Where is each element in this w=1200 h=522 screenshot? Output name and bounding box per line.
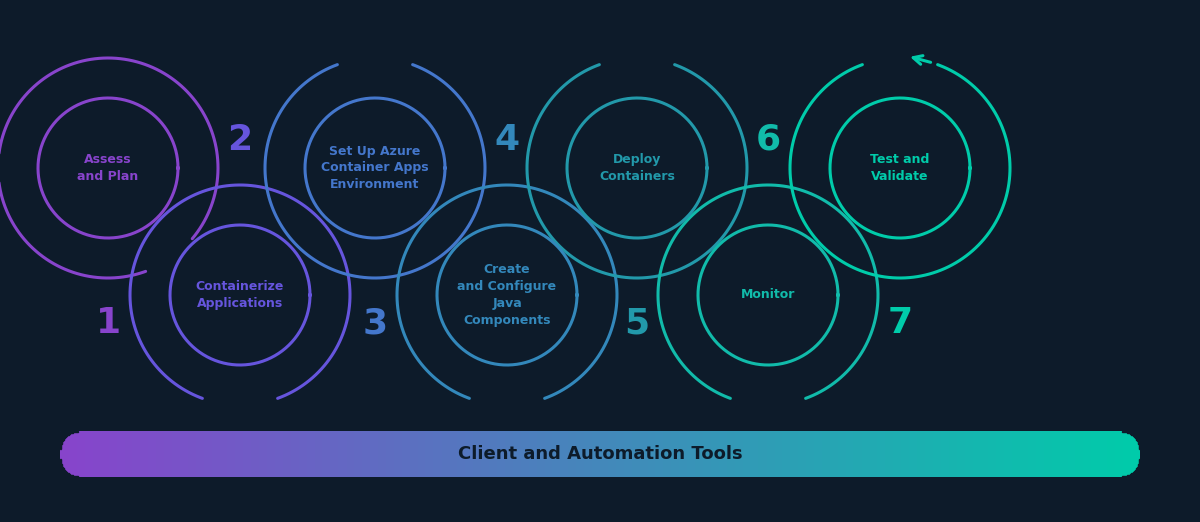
Bar <box>60 440 64 441</box>
Text: 5: 5 <box>624 306 649 340</box>
Bar <box>1138 443 1140 444</box>
Text: 1: 1 <box>96 306 120 340</box>
Bar <box>60 475 73 476</box>
Bar <box>1136 469 1140 470</box>
Bar <box>1138 442 1140 443</box>
Bar <box>1127 432 1140 433</box>
Bar <box>60 464 62 465</box>
Bar <box>1122 431 1140 432</box>
Bar <box>60 472 67 473</box>
Bar <box>1134 436 1140 437</box>
Text: Client and Automation Tools: Client and Automation Tools <box>457 445 743 463</box>
Bar <box>1133 435 1140 436</box>
Text: Deploy
Containers: Deploy Containers <box>599 153 674 183</box>
Bar <box>60 432 73 433</box>
Bar <box>60 471 66 472</box>
Bar <box>60 467 64 468</box>
Bar <box>1135 470 1140 471</box>
Bar <box>60 469 64 470</box>
Text: 6: 6 <box>756 123 780 157</box>
Bar <box>1136 439 1140 440</box>
Bar <box>1138 467 1140 468</box>
Bar <box>1127 475 1140 476</box>
Bar <box>1130 433 1140 434</box>
Bar <box>1134 471 1140 472</box>
Bar <box>60 465 62 466</box>
Bar <box>1132 473 1140 474</box>
Bar <box>60 435 67 436</box>
Bar <box>60 470 65 471</box>
Bar <box>60 443 62 444</box>
Bar <box>60 473 70 474</box>
Bar <box>1130 474 1140 475</box>
Text: 2: 2 <box>228 123 252 157</box>
Bar <box>60 474 70 475</box>
Bar <box>1138 466 1140 467</box>
Bar <box>60 431 78 432</box>
Bar <box>1138 441 1140 442</box>
Bar <box>1138 440 1140 441</box>
Bar <box>60 468 64 469</box>
Text: Monitor: Monitor <box>740 289 796 302</box>
Text: Set Up Azure
Container Apps
Environment: Set Up Azure Container Apps Environment <box>322 145 428 192</box>
Text: Test and
Validate: Test and Validate <box>870 153 930 183</box>
Bar <box>60 441 62 442</box>
Bar <box>1136 468 1140 469</box>
Bar <box>60 442 62 443</box>
Bar <box>1138 464 1140 465</box>
Bar <box>60 433 70 434</box>
Text: 7: 7 <box>888 306 912 340</box>
Bar <box>60 476 78 477</box>
Text: Containerize
Applications: Containerize Applications <box>196 280 284 310</box>
Text: Assess
and Plan: Assess and Plan <box>77 153 139 183</box>
Text: 3: 3 <box>362 306 388 340</box>
Text: Create
and Configure
Java
Components: Create and Configure Java Components <box>457 263 557 327</box>
Bar <box>60 434 70 435</box>
Bar <box>60 436 66 437</box>
Bar <box>1135 437 1140 438</box>
Bar <box>60 439 64 440</box>
Bar <box>60 437 65 438</box>
Bar <box>1136 438 1140 439</box>
Bar <box>1138 465 1140 466</box>
Bar <box>1133 472 1140 473</box>
Bar <box>1122 476 1140 477</box>
Bar <box>60 438 64 439</box>
Text: 4: 4 <box>494 123 520 157</box>
Bar <box>1132 434 1140 435</box>
Bar <box>60 466 62 467</box>
